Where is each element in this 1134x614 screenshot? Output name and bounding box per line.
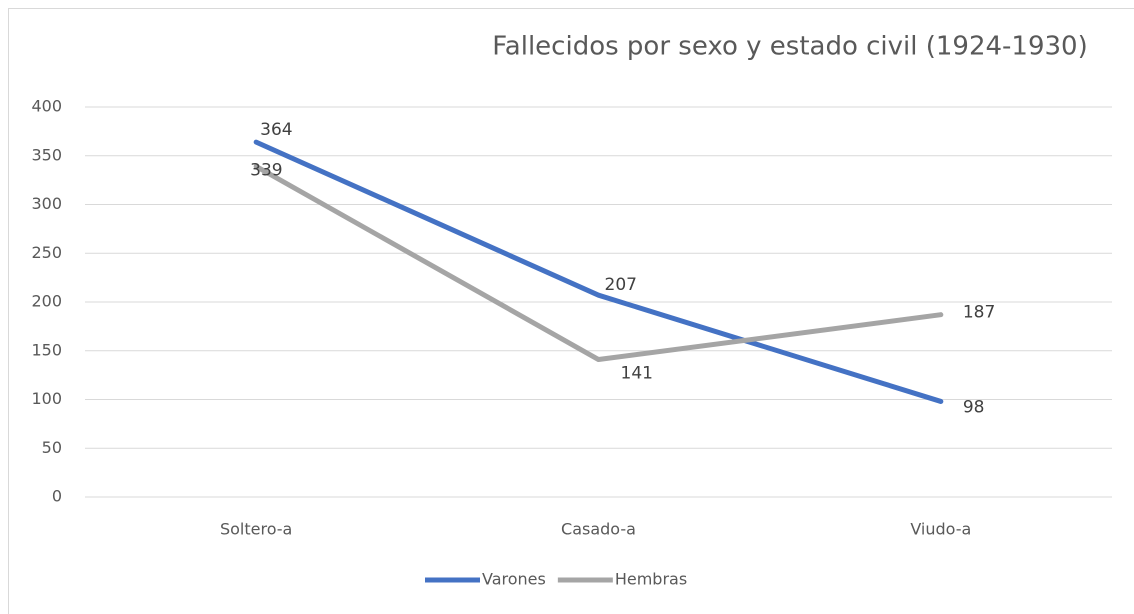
x-tick-label: Viudo-a <box>910 520 971 539</box>
chart-frame <box>8 8 1134 614</box>
y-tick-label: 0 <box>52 487 62 506</box>
y-tick-label: 150 <box>31 340 62 359</box>
y-tick-label: 50 <box>42 438 62 457</box>
legend-label: Hembras <box>615 570 687 589</box>
data-label: 141 <box>621 364 653 384</box>
series-line <box>253 139 944 404</box>
data-label: 207 <box>605 275 637 295</box>
x-tick-label: Casado-a <box>561 520 636 539</box>
y-tick-label: 250 <box>31 243 62 262</box>
y-tick-label: 400 <box>31 97 62 116</box>
series-line <box>253 163 944 363</box>
data-label: 98 <box>963 397 985 417</box>
chart-title: Fallecidos por sexo y estado civil (1924… <box>492 32 1088 62</box>
x-tick-label: Soltero-a <box>220 520 292 539</box>
data-label: 339 <box>250 160 282 180</box>
data-label: 187 <box>963 303 995 323</box>
y-tick-label: 300 <box>31 194 62 213</box>
legend-label: Varones <box>482 570 546 589</box>
data-label: 364 <box>260 120 292 140</box>
y-tick-label: 100 <box>31 389 62 408</box>
y-tick-label: 200 <box>31 292 62 311</box>
y-tick-label: 350 <box>31 145 62 164</box>
